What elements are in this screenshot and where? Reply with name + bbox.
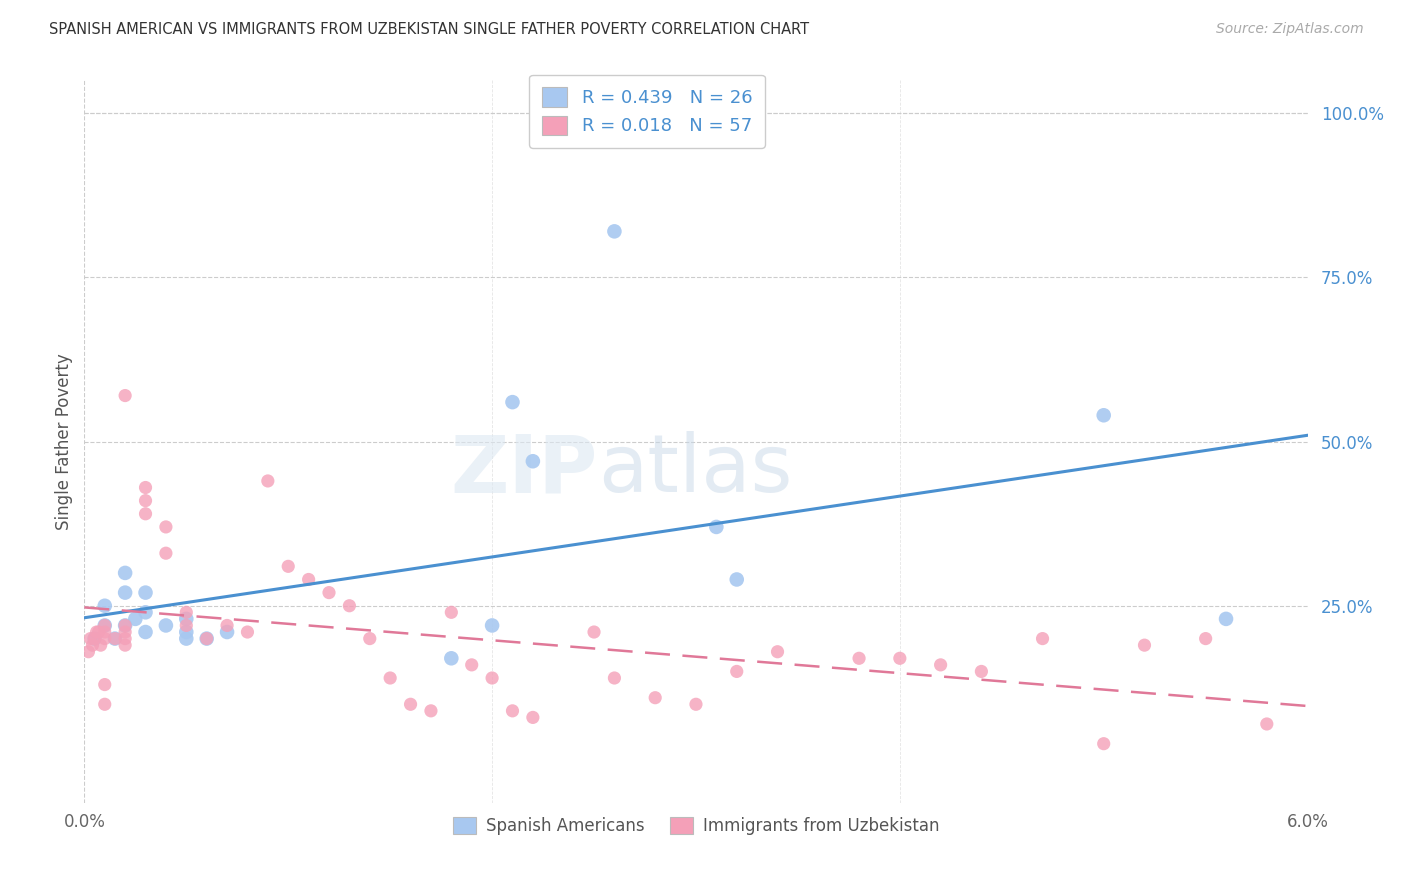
Point xyxy=(114,625,136,640)
Point xyxy=(176,625,198,640)
Point xyxy=(929,657,952,672)
Text: Source: ZipAtlas.com: Source: ZipAtlas.com xyxy=(1216,22,1364,37)
Point xyxy=(725,573,748,587)
Point xyxy=(889,651,911,665)
Text: ZIP: ZIP xyxy=(451,432,598,509)
Text: SPANISH AMERICAN VS IMMIGRANTS FROM UZBEKISTAN SINGLE FATHER POVERTY CORRELATION: SPANISH AMERICAN VS IMMIGRANTS FROM UZBE… xyxy=(49,22,810,37)
Point xyxy=(685,698,707,712)
Point xyxy=(1032,632,1054,646)
Point xyxy=(1092,737,1115,751)
Point xyxy=(135,507,157,521)
Point xyxy=(79,632,101,646)
Point xyxy=(440,605,463,619)
Point xyxy=(87,625,110,640)
Point xyxy=(114,632,136,646)
Point xyxy=(86,625,108,640)
Point xyxy=(298,573,321,587)
Point xyxy=(236,625,259,640)
Point xyxy=(135,605,157,619)
Point xyxy=(502,395,524,409)
Point xyxy=(1092,409,1115,423)
Point xyxy=(725,665,748,679)
Point xyxy=(104,632,127,646)
Point xyxy=(481,618,503,632)
Point xyxy=(481,671,503,685)
Point xyxy=(114,388,136,402)
Point xyxy=(277,559,299,574)
Point xyxy=(93,618,117,632)
Point xyxy=(176,612,198,626)
Point xyxy=(318,585,340,599)
Point xyxy=(93,599,117,613)
Point xyxy=(706,520,728,534)
Point xyxy=(522,710,544,724)
Point xyxy=(644,690,666,705)
Point xyxy=(82,638,104,652)
Point xyxy=(420,704,443,718)
Point xyxy=(176,618,198,632)
Legend: Spanish Americans, Immigrants from Uzbekistan: Spanish Americans, Immigrants from Uzbek… xyxy=(443,807,949,845)
Point xyxy=(135,493,157,508)
Point xyxy=(90,638,112,652)
Point xyxy=(217,618,239,632)
Point xyxy=(114,618,136,632)
Point xyxy=(583,625,606,640)
Point xyxy=(603,224,626,238)
Point xyxy=(257,474,280,488)
Point xyxy=(155,520,177,534)
Point xyxy=(440,651,463,665)
Point xyxy=(83,632,105,646)
Point xyxy=(114,585,136,599)
Point xyxy=(195,632,218,646)
Point xyxy=(970,665,993,679)
Point xyxy=(1195,632,1218,646)
Point xyxy=(93,618,117,632)
Point xyxy=(399,698,422,712)
Point xyxy=(77,645,100,659)
Text: atlas: atlas xyxy=(598,432,793,509)
Point xyxy=(848,651,870,665)
Point xyxy=(135,585,157,599)
Point xyxy=(114,566,136,580)
Point xyxy=(124,612,146,626)
Point xyxy=(135,481,157,495)
Point xyxy=(104,632,127,646)
Point xyxy=(359,632,381,646)
Point xyxy=(114,618,136,632)
Point xyxy=(603,671,626,685)
Point xyxy=(1133,638,1156,652)
Point xyxy=(502,704,524,718)
Point xyxy=(93,698,117,712)
Point xyxy=(83,632,105,646)
Point xyxy=(461,657,484,672)
Y-axis label: Single Father Poverty: Single Father Poverty xyxy=(55,353,73,530)
Point xyxy=(339,599,361,613)
Point xyxy=(155,618,177,632)
Point xyxy=(93,677,117,691)
Point xyxy=(195,632,218,646)
Point xyxy=(380,671,402,685)
Point xyxy=(155,546,177,560)
Point xyxy=(522,454,544,468)
Point xyxy=(135,625,157,640)
Point xyxy=(176,605,198,619)
Point xyxy=(114,638,136,652)
Point xyxy=(766,645,789,659)
Point xyxy=(217,625,239,640)
Point xyxy=(1256,717,1278,731)
Point xyxy=(93,625,117,640)
Point xyxy=(93,632,117,646)
Point xyxy=(176,632,198,646)
Point xyxy=(1215,612,1237,626)
